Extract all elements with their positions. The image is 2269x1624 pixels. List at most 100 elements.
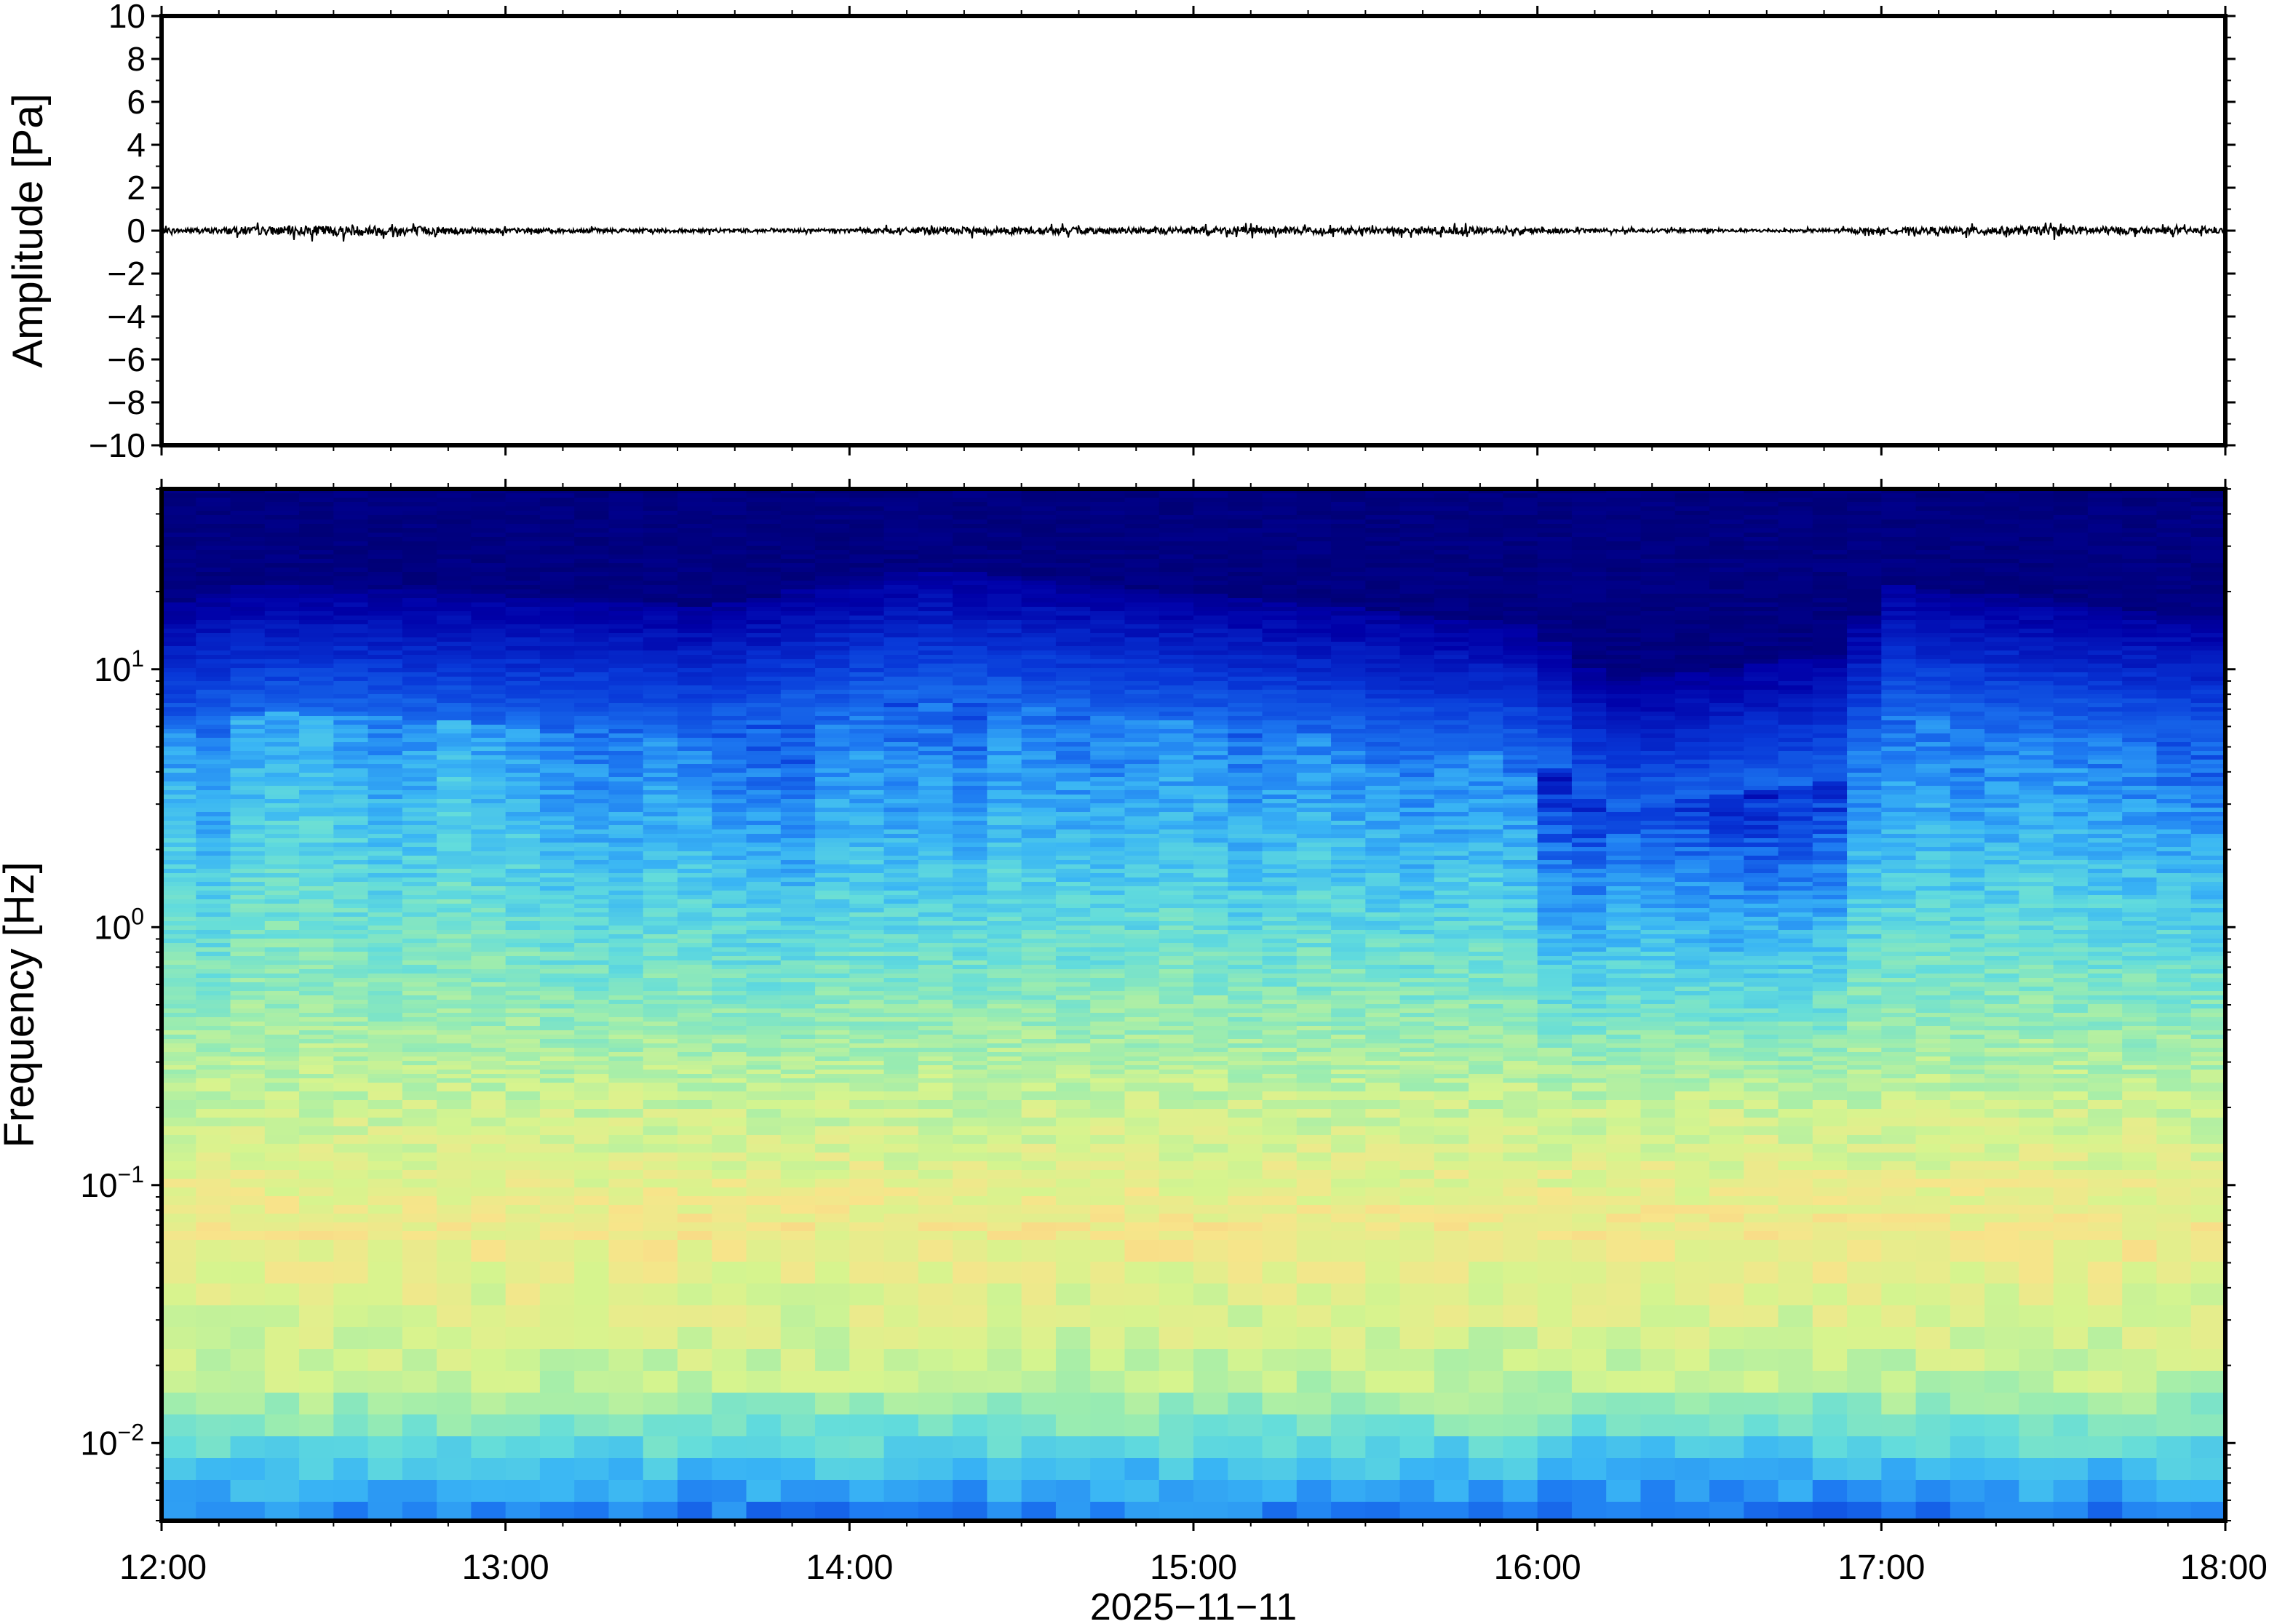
spectrogram-cell <box>264 537 300 542</box>
spectrogram-cell <box>402 995 437 1000</box>
spectrogram-cell <box>677 781 712 787</box>
spectrogram-cell <box>1021 860 1057 865</box>
spectrogram-cell <box>437 637 472 642</box>
spectrogram-cell <box>1090 816 1126 821</box>
spectrogram-cell <box>608 1109 644 1118</box>
spectrogram-cell <box>815 777 850 782</box>
spectrogram-cell <box>230 646 266 651</box>
spectrogram-cell <box>677 1065 712 1070</box>
spectrogram-cell <box>505 1052 541 1057</box>
spectrogram-cell <box>643 926 678 931</box>
spectrogram-cell <box>1021 537 1057 542</box>
spectrogram-cell <box>505 520 541 525</box>
spectrogram-cell <box>367 698 403 704</box>
spectrogram-cell <box>162 489 196 494</box>
spectrogram-cell <box>643 533 678 538</box>
spectrogram-cell <box>918 991 953 996</box>
spectrogram-cell <box>746 991 782 996</box>
spectrogram-cell <box>1090 576 1126 581</box>
spectrogram-cell <box>367 1262 403 1284</box>
spectrogram-cell <box>987 864 1022 869</box>
spectrogram-cell <box>883 502 919 507</box>
spectrogram-cell <box>437 838 472 843</box>
spectrogram-cell <box>333 1030 369 1035</box>
spectrogram-cell <box>1124 642 1160 647</box>
spectrogram-cell <box>1090 541 1126 546</box>
spectrogram-cell <box>746 760 782 765</box>
spectrogram-cell <box>987 1065 1022 1070</box>
spectrogram-cell <box>815 821 850 826</box>
spectrogram-cell <box>505 991 541 996</box>
spectrogram-cell <box>367 1135 403 1145</box>
spectrogram-cell <box>333 1013 369 1018</box>
spectrogram-cell <box>1021 1240 1057 1262</box>
spectrogram-cell <box>780 1393 816 1415</box>
spectrogram-cell <box>1055 646 1091 651</box>
spectrogram-cell <box>815 620 850 625</box>
spectrogram-cell <box>1021 882 1057 887</box>
spectrogram-cell <box>539 528 575 533</box>
spectrogram-cell <box>643 886 678 891</box>
spectrogram-cell <box>953 1393 988 1415</box>
spectrogram-cell <box>574 768 610 773</box>
spectrogram-cell <box>299 742 334 747</box>
spectrogram-cell <box>987 520 1022 525</box>
spectrogram-cell <box>918 1017 953 1022</box>
spectrogram-cell <box>883 934 919 939</box>
spectrogram-cell <box>746 572 782 577</box>
spectrogram-cell <box>230 939 266 944</box>
spectrogram-cell <box>780 987 816 992</box>
spectrogram-cell <box>746 1283 782 1306</box>
spectrogram-cell <box>746 742 782 747</box>
spectrogram-cell <box>162 987 196 992</box>
spectrogram-cell <box>196 952 231 957</box>
spectrogram-cell <box>333 1327 369 1350</box>
spectrogram-cell <box>230 650 266 656</box>
spectrogram-cell <box>780 703 816 708</box>
spectrogram-cell <box>953 694 988 699</box>
spectrogram-cell <box>574 812 610 817</box>
spectrogram-cell <box>162 1052 196 1057</box>
spectrogram-cell <box>953 716 988 721</box>
spectrogram-cell <box>299 633 334 638</box>
spectrogram-cell <box>1124 1052 1160 1057</box>
spectrogram-cell <box>299 1013 334 1018</box>
spectrogram-cell <box>162 974 196 979</box>
spectrogram-cell <box>883 939 919 944</box>
spectrogram-cell <box>196 537 231 542</box>
spectrogram-cell <box>333 834 369 839</box>
spectrogram-cell <box>677 685 712 690</box>
spectrogram-cell <box>780 1214 816 1223</box>
spectrogram-cell <box>815 864 850 869</box>
spectrogram-cell <box>953 611 988 616</box>
spectrogram-cell <box>849 790 885 795</box>
spectrogram-cell <box>1055 751 1091 756</box>
spectrogram-cell <box>1090 520 1126 525</box>
spectrogram-cell <box>264 764 300 769</box>
spectrogram-cell <box>230 520 266 525</box>
spectrogram-cell <box>162 1349 196 1372</box>
spectrogram-cell <box>953 520 988 525</box>
spectrogram-cell <box>367 821 403 826</box>
spectrogram-cell <box>712 825 747 830</box>
spectrogram-cell <box>643 1179 678 1188</box>
spectrogram-cell <box>1021 738 1057 743</box>
spectrogram-cell <box>953 768 988 773</box>
spectrogram-cell <box>574 847 610 852</box>
spectrogram-cell <box>815 1458 850 1481</box>
spectrogram-cell <box>264 1017 300 1022</box>
spectrogram-cell <box>196 690 231 695</box>
spectrogram-cell <box>264 616 300 621</box>
spectrogram-cell <box>677 1039 712 1044</box>
spectrogram-cell <box>677 616 712 621</box>
spectrogram-cell <box>1021 764 1057 769</box>
spectrogram-cell <box>608 768 644 773</box>
spectrogram-cell <box>299 821 334 826</box>
spectrogram-cell <box>471 956 506 961</box>
spectrogram-cell <box>643 991 678 996</box>
spectrogram-cell <box>1090 991 1126 996</box>
spectrogram-cell <box>264 690 300 695</box>
spectrogram-cell <box>539 943 575 948</box>
spectrogram-cell <box>1055 1022 1091 1027</box>
spectrogram-cell <box>574 934 610 939</box>
